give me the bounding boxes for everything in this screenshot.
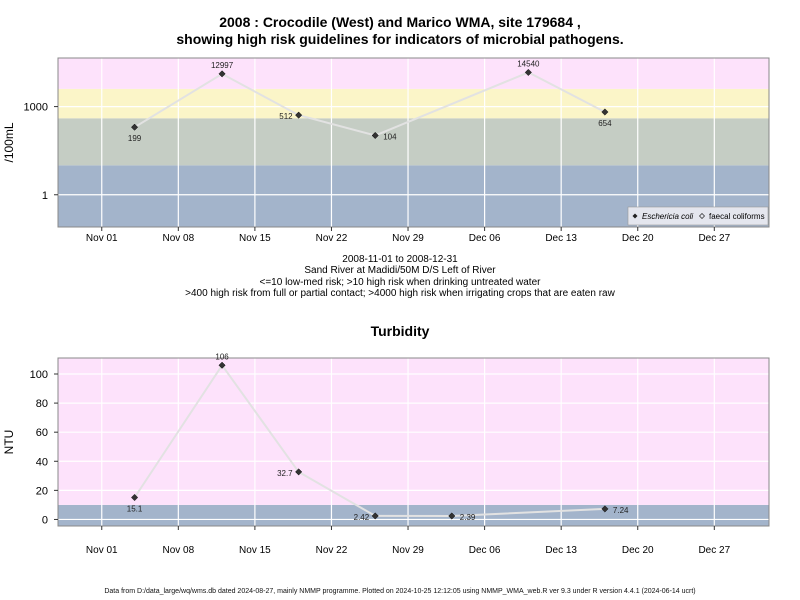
data-label: 2.42 [354, 513, 370, 522]
data-label: 2.39 [460, 513, 476, 522]
legend-symbol-filled-diamond [632, 213, 638, 219]
x-tick-label: Nov 08 [162, 233, 194, 244]
footer-note: Data from D:/data_large/wq/wms.db dated … [104, 588, 696, 595]
x-tick-label: Dec 27 [698, 233, 730, 244]
data-point [295, 468, 303, 476]
caption-guideline-contact: >400 high risk from full or partial cont… [185, 288, 615, 299]
y-tick-label: 1000 [24, 102, 48, 114]
chart-title-line2: showing high risk guidelines for indicat… [176, 31, 624, 47]
risk-band-1 [58, 358, 769, 505]
data-label: 654 [598, 119, 612, 128]
chart-panel-ecoli: Nov 01 Nov 08 Nov 15 Nov 22 Nov 29 Dec 06 Dec … [2, 57, 770, 244]
data-point [131, 493, 139, 502]
x-tick-label: Nov 15 [239, 233, 271, 244]
x-tick-label: Dec 06 [469, 545, 501, 556]
y-tick-label: 1 [42, 190, 48, 202]
data-point [524, 68, 532, 76]
y-tick-label: 20 [36, 485, 48, 497]
data-label: 106 [215, 352, 229, 361]
risk-band-3 [58, 58, 769, 89]
caption-guideline-drinking: <=10 low-med risk; >10 high risk when dr… [259, 277, 541, 288]
x-tick-label: Nov 01 [86, 545, 118, 556]
x-tick-label: Nov 29 [392, 233, 424, 244]
data-label: 104 [383, 132, 397, 141]
y-tick-label: 100 [30, 369, 48, 381]
y-tick-label: 80 [36, 398, 48, 410]
data-point [131, 123, 139, 131]
plot-frame [57, 357, 770, 527]
x-tick-label: Dec 13 [545, 233, 577, 244]
data-point [601, 108, 609, 116]
data-point [295, 111, 303, 119]
x-tick-label: Dec 06 [469, 233, 501, 244]
series-line-0 [134, 71, 606, 137]
data-point [448, 512, 456, 520]
legend-entry: Eschericia coli [642, 212, 693, 221]
data-label: 14540 [517, 59, 540, 68]
y-tick-label: 60 [36, 427, 48, 439]
x-tick-label: Nov 01 [86, 233, 118, 244]
risk-band-2 [58, 88, 769, 119]
data-label: 512 [279, 112, 293, 121]
turbidity-title: Turbidity [370, 323, 430, 339]
data-label: 7.24 [613, 506, 629, 515]
legend-entry: faecal coliforms [709, 212, 765, 221]
caption-date-range: 2008-11-01 to 2008-12-31 [342, 254, 458, 265]
x-tick-label: Dec 27 [698, 545, 730, 556]
data-label: 12997 [211, 61, 234, 70]
data-point [218, 361, 226, 369]
x-tick-label: Nov 15 [239, 545, 271, 556]
data-point [601, 505, 609, 513]
data-point [371, 512, 379, 520]
chart-title-line1: 2008 : Crocodile (West) and Marico WMA, … [219, 14, 581, 30]
data-point [371, 131, 379, 140]
legend-symbol-open-diamond [699, 213, 705, 219]
chart-panel-turbidity: Nov 01 Nov 08 Nov 15 Nov 22 Nov 29 Dec 06 Dec … [2, 352, 770, 556]
risk-band-1 [58, 118, 769, 166]
x-tick-label: Dec 20 [622, 233, 654, 244]
x-tick-label: Dec 20 [622, 545, 654, 556]
y-axis-label: /100mL [2, 122, 16, 162]
y-tick-label: 40 [36, 456, 48, 468]
legend: Eschericia coli faecal coliforms [627, 206, 769, 226]
x-tick-label: Dec 13 [545, 545, 577, 556]
y-axis-label: NTU [2, 430, 16, 455]
y-tick-label: 0 [42, 514, 48, 526]
data-point [218, 70, 226, 78]
plot-frame [57, 57, 770, 228]
caption-site: Sand River at Madidi/50M D/S Left of Riv… [304, 265, 496, 276]
x-tick-label: Nov 29 [392, 545, 424, 556]
data-label: 32.7 [277, 469, 293, 478]
data-label: 15.1 [127, 504, 143, 513]
x-tick-label: Nov 22 [316, 233, 348, 244]
legend-box [627, 206, 769, 226]
data-label: 199 [128, 134, 142, 143]
series-line-0 [133, 363, 605, 518]
x-tick-label: Nov 22 [316, 545, 348, 556]
x-tick-label: Nov 08 [162, 545, 194, 556]
